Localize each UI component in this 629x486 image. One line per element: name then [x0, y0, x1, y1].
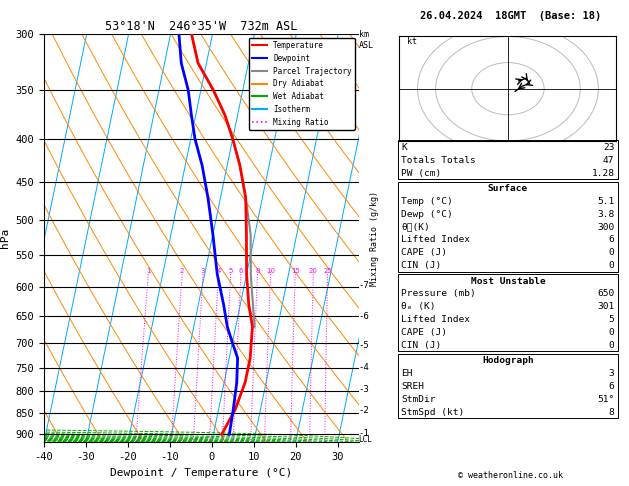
Text: Lifted Index: Lifted Index: [401, 235, 470, 244]
Text: Hodograph: Hodograph: [482, 356, 534, 365]
Text: 0: 0: [609, 341, 615, 350]
Text: 0: 0: [609, 248, 615, 258]
Text: 6: 6: [609, 382, 615, 391]
Text: Dewp (°C): Dewp (°C): [401, 209, 453, 219]
Text: 2: 2: [180, 268, 184, 274]
Text: 4: 4: [216, 268, 221, 274]
Text: StmSpd (kt): StmSpd (kt): [401, 408, 465, 417]
Text: -1: -1: [359, 429, 369, 438]
Text: 300: 300: [598, 223, 615, 232]
Title: 53°18'N  246°35'W  732m ASL: 53°18'N 246°35'W 732m ASL: [105, 20, 298, 33]
Text: 3: 3: [609, 369, 615, 378]
Legend: Temperature, Dewpoint, Parcel Trajectory, Dry Adiabat, Wet Adiabat, Isotherm, Mi: Temperature, Dewpoint, Parcel Trajectory…: [248, 38, 355, 130]
Text: 25: 25: [323, 268, 332, 274]
Text: K: K: [401, 143, 407, 152]
Text: Mixing Ratio (g/kg): Mixing Ratio (g/kg): [370, 191, 379, 286]
Text: CIN (J): CIN (J): [401, 261, 442, 270]
Text: 10: 10: [266, 268, 275, 274]
Text: 6: 6: [238, 268, 243, 274]
Text: 15: 15: [291, 268, 299, 274]
Text: CAPE (J): CAPE (J): [401, 248, 447, 258]
Text: Surface: Surface: [488, 184, 528, 193]
Text: 8: 8: [609, 408, 615, 417]
Text: 5: 5: [609, 315, 615, 324]
Text: 26.04.2024  18GMT  (Base: 18): 26.04.2024 18GMT (Base: 18): [420, 11, 601, 21]
Text: Pressure (mb): Pressure (mb): [401, 289, 476, 298]
Text: StmDir: StmDir: [401, 395, 436, 404]
Text: -4: -4: [359, 364, 369, 372]
Text: -3: -3: [359, 384, 369, 394]
Text: 301: 301: [598, 302, 615, 312]
Text: 0: 0: [609, 328, 615, 337]
Text: 8: 8: [255, 268, 260, 274]
X-axis label: Dewpoint / Temperature (°C): Dewpoint / Temperature (°C): [110, 468, 292, 478]
Text: 3: 3: [201, 268, 205, 274]
Text: θᴄ(K): θᴄ(K): [401, 223, 430, 232]
Text: 5: 5: [228, 268, 233, 274]
Text: 20: 20: [309, 268, 318, 274]
Text: 1.28: 1.28: [591, 169, 615, 178]
Text: 650: 650: [598, 289, 615, 298]
Text: 51°: 51°: [598, 395, 615, 404]
Text: LCL: LCL: [359, 434, 372, 444]
Text: CAPE (J): CAPE (J): [401, 328, 447, 337]
Text: -5: -5: [359, 341, 369, 350]
Text: 0: 0: [609, 261, 615, 270]
Text: θₑ (K): θₑ (K): [401, 302, 436, 312]
Text: EH: EH: [401, 369, 413, 378]
Text: 47: 47: [603, 156, 615, 165]
Text: Most Unstable: Most Unstable: [470, 277, 545, 286]
Text: SREH: SREH: [401, 382, 425, 391]
Text: -2: -2: [359, 406, 369, 415]
Text: -6: -6: [359, 312, 369, 321]
Text: 6: 6: [609, 235, 615, 244]
Text: Lifted Index: Lifted Index: [401, 315, 470, 324]
Text: -7: -7: [359, 281, 369, 290]
Text: © weatheronline.co.uk: © weatheronline.co.uk: [459, 471, 563, 480]
Text: 23: 23: [603, 143, 615, 152]
Text: 5.1: 5.1: [598, 197, 615, 206]
Text: 3.8: 3.8: [598, 209, 615, 219]
Text: km
ASL: km ASL: [359, 31, 374, 50]
Text: Totals Totals: Totals Totals: [401, 156, 476, 165]
Text: 1: 1: [146, 268, 150, 274]
Text: CIN (J): CIN (J): [401, 341, 442, 350]
Y-axis label: hPa: hPa: [0, 228, 10, 248]
Text: Temp (°C): Temp (°C): [401, 197, 453, 206]
Text: kt: kt: [407, 37, 416, 46]
Text: PW (cm): PW (cm): [401, 169, 442, 178]
